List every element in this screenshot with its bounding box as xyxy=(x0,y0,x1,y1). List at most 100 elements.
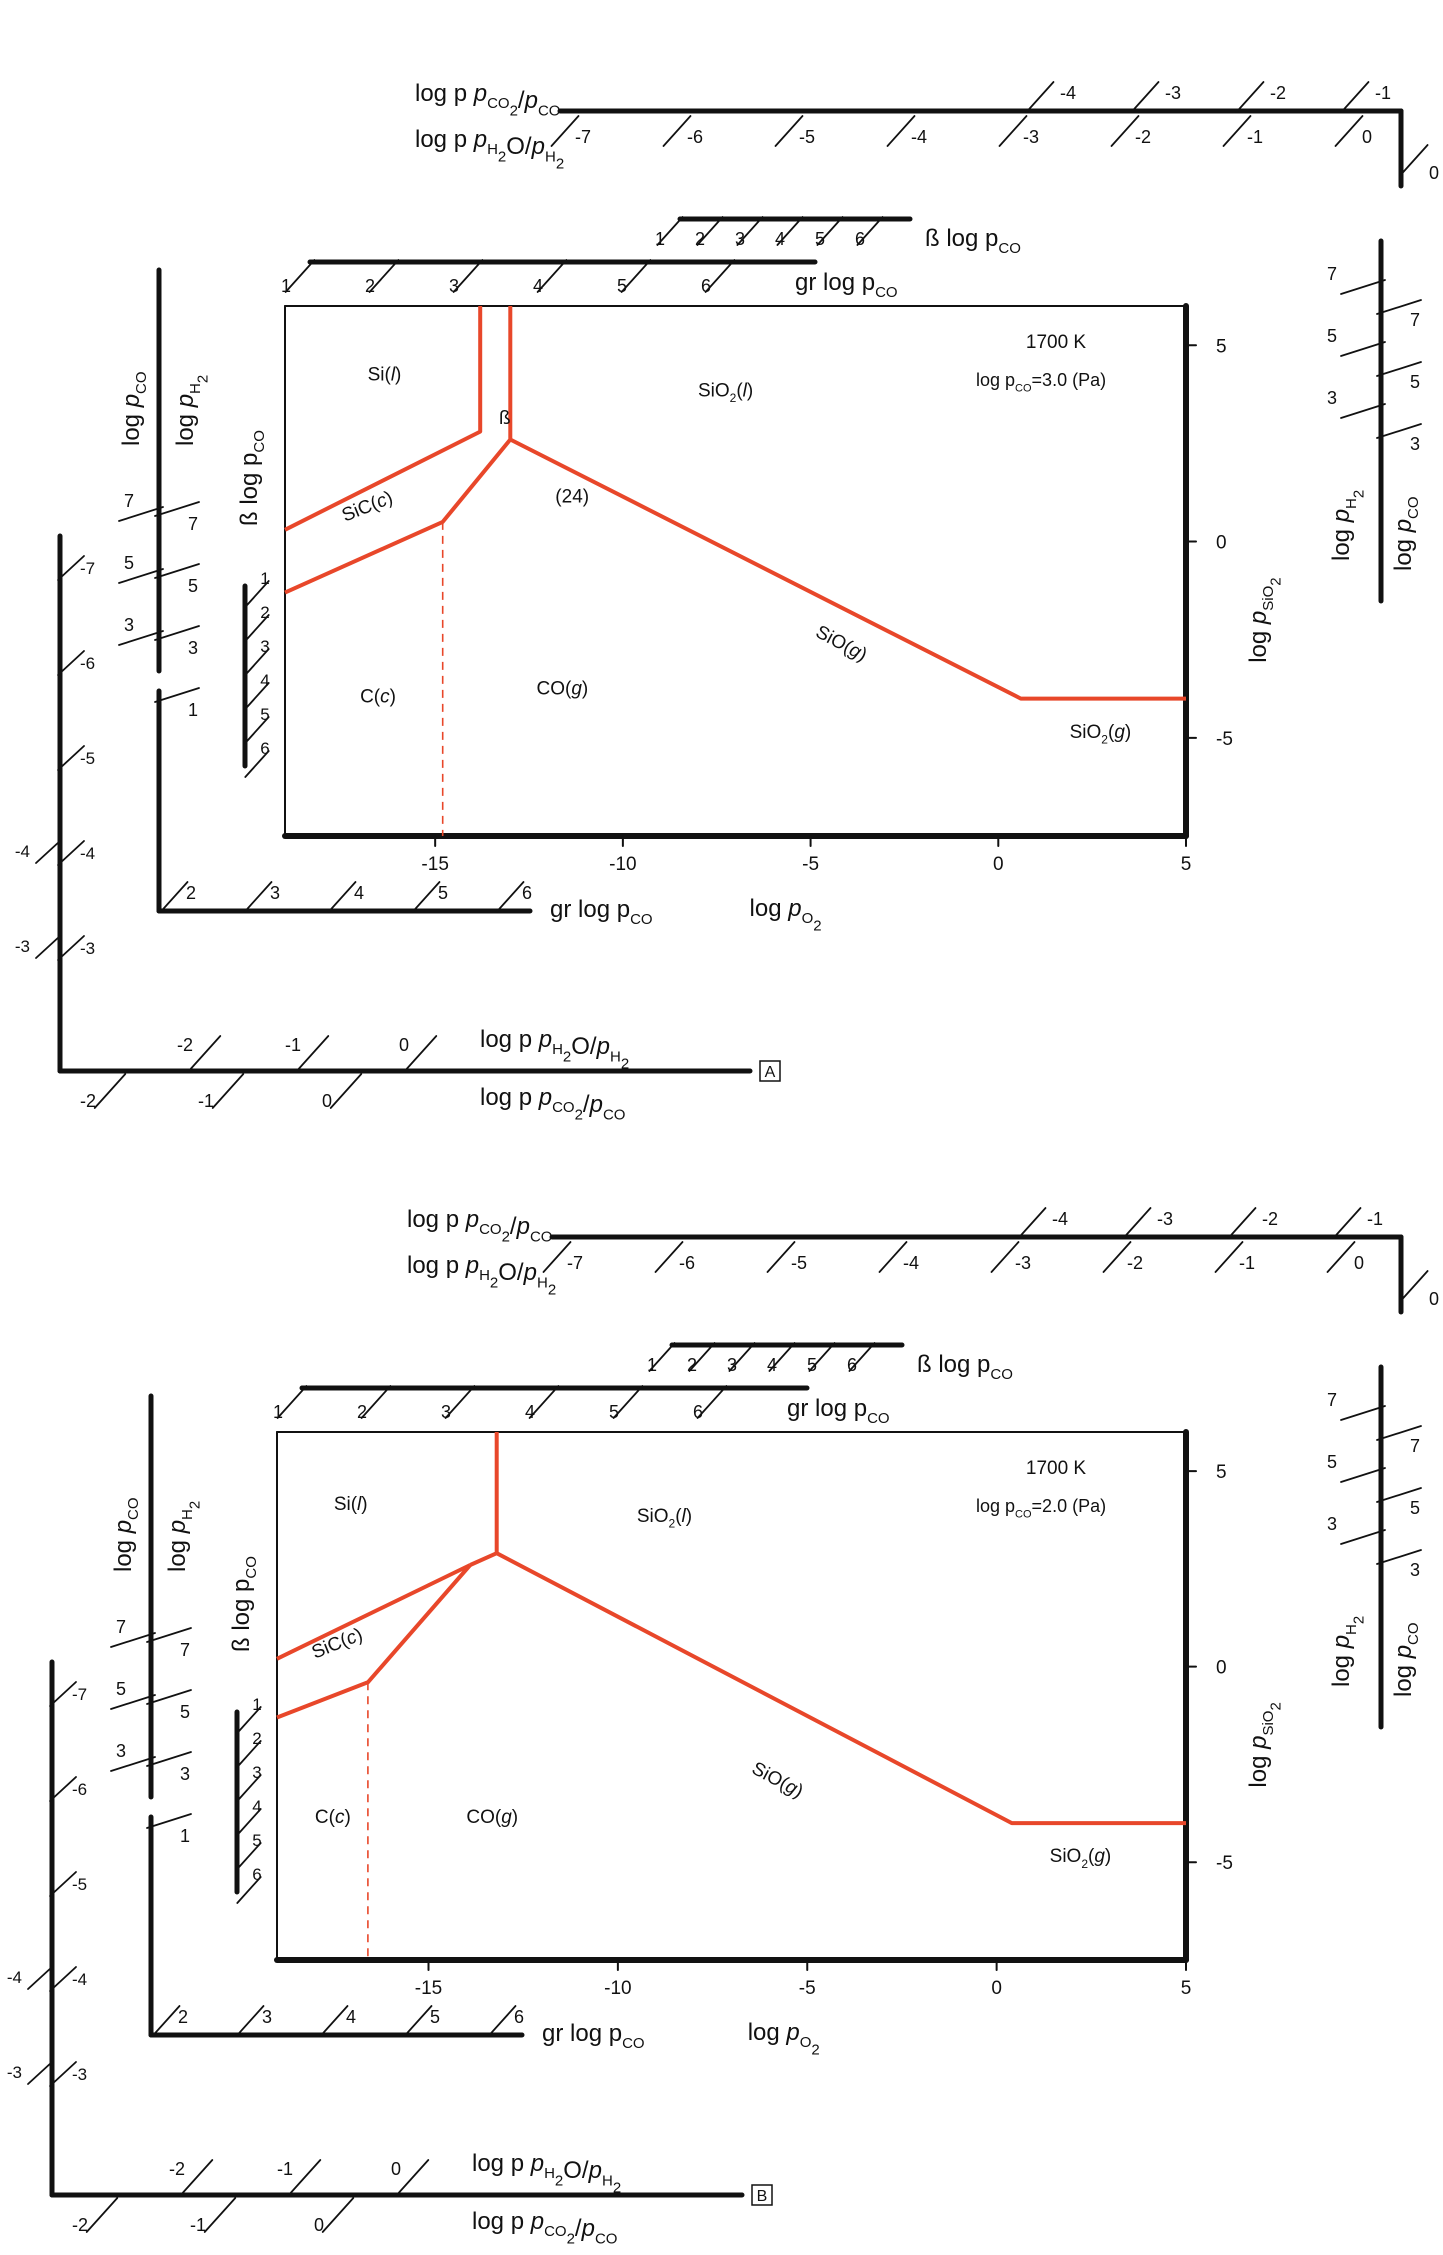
phase-label-sio2l: SiO2(l) xyxy=(637,1506,692,1531)
bottom-gr-tick xyxy=(151,2005,181,2037)
gr-top-axis-label-part: gr log p xyxy=(795,269,875,296)
phase-label-sio2g-part: ( xyxy=(1108,722,1115,743)
left-beta-tick xyxy=(244,750,270,778)
bottom-h2o-h2-label-part: log p xyxy=(472,2150,531,2177)
left-beta-tick-label: 3 xyxy=(260,637,269,656)
x-axis-title-part: O xyxy=(800,2034,812,2051)
gr-top-tick-label: 3 xyxy=(441,1402,451,1422)
right-ph2-label-part: p xyxy=(1328,509,1355,523)
right-tick-b xyxy=(1376,1487,1422,1503)
phase-label-si-part: ) xyxy=(395,365,401,386)
left-co-tick xyxy=(110,1756,156,1772)
left-h2-tick-label: 7 xyxy=(188,514,198,534)
right-tick-a-label: 5 xyxy=(1327,1452,1337,1472)
phase-label-cc-part: ) xyxy=(390,687,396,708)
left-beta-tick xyxy=(244,648,270,676)
top-h2o-tick-label: -6 xyxy=(687,127,703,147)
phase-label-sio2l-part: ) xyxy=(686,1506,692,1527)
beta-top-tick xyxy=(776,216,804,246)
boundary-sic-cog xyxy=(276,1563,472,1720)
beta-top-tick-label: 1 xyxy=(655,229,665,249)
right-tick-b xyxy=(1376,423,1422,439)
top-h2o-tick-label: -2 xyxy=(1127,1253,1143,1273)
x-tick-label: -5 xyxy=(802,854,819,875)
right-tick-b xyxy=(1376,361,1422,377)
bottom-co2-co-label-part: log p xyxy=(472,2208,531,2235)
panel-letter: B xyxy=(757,2188,768,2205)
gr-top-tick xyxy=(536,259,568,293)
top-h2o-h2-label-part: p xyxy=(531,133,545,160)
bottom-gr-tick xyxy=(243,881,273,913)
top-h2o-h2-label-part: log p xyxy=(407,1252,466,1279)
bottom-h2o-tick-label: -1 xyxy=(277,2159,293,2179)
top-co2-co-label-part: / xyxy=(510,1213,517,1240)
beta-top-tick-label: 6 xyxy=(855,229,865,249)
phase-label-sio: SiO(g) xyxy=(812,622,870,666)
bottom-co2-co-label-part: p xyxy=(538,1084,552,1111)
beta-top-axis-label: ß log pCO xyxy=(917,1351,1013,1383)
x-axis-title: log pO2 xyxy=(748,2019,820,2058)
bottom-h2o-h2-label-part: O/ xyxy=(571,1033,597,1060)
top-h2o-tick xyxy=(662,115,692,147)
bottom-h2o-tick-label: -2 xyxy=(177,1035,193,1055)
beta-top-axis-label: ß log pCO xyxy=(925,225,1021,257)
left-beta-tick-label: 2 xyxy=(260,603,269,622)
top-h2o-h2-label-part: O/ xyxy=(498,1259,524,1286)
bottom-gr-tick xyxy=(235,2005,265,2037)
far-left-tick-label: -6 xyxy=(80,654,95,673)
left-h2-tick xyxy=(154,563,200,579)
beta-top-tick-label: 2 xyxy=(687,1355,697,1375)
top-co2-co-label-part: p xyxy=(516,1213,530,1240)
bottom-gr-tick-label: 2 xyxy=(178,2007,188,2027)
left-pco-label: log pCO xyxy=(118,371,150,446)
phase-label-beta: ß xyxy=(499,408,511,429)
far-left-outer-tick-label: -4 xyxy=(7,1968,22,1987)
far-left-outer-tick xyxy=(27,1966,53,1990)
phase-label-sio2l-part: SiO xyxy=(637,1506,669,1527)
far-left-tick xyxy=(49,2061,77,2087)
top-h2o-tick xyxy=(878,1241,908,1273)
phase-label-cc: C(c) xyxy=(360,687,396,708)
right-tick-a xyxy=(1340,1467,1386,1483)
left-h2-tick xyxy=(146,1751,192,1767)
right-pco-label-part: CO xyxy=(1405,1622,1422,1645)
left-beta-tick xyxy=(236,1706,262,1734)
y-axis-title-part: SiO xyxy=(1260,586,1277,611)
phase-label-cog-part: g xyxy=(571,679,582,700)
top-h2o-tick-label: -6 xyxy=(679,1253,695,1273)
phase-label-sio2g-part: ( xyxy=(1088,1846,1095,1867)
top-co2-co-label-part: p xyxy=(473,80,487,107)
right-tick-b xyxy=(1376,1425,1422,1441)
left-h2-tick-label: 5 xyxy=(180,1702,190,1722)
right-pco-label-part: CO xyxy=(1405,496,1422,519)
bottom-h2o-tick xyxy=(180,2159,214,2195)
bottom-co2-co-label-part: p xyxy=(530,2208,544,2235)
boundary-sio-sio2 xyxy=(495,1551,1186,1826)
bottom-h2o-h2-label: log p pH2O/pH2 xyxy=(472,2150,621,2197)
bottom-gr-tick-label: 5 xyxy=(430,2007,440,2027)
phase-label-cog-part: ) xyxy=(512,1807,518,1828)
phase-label-sio2l-part: l xyxy=(682,1506,687,1527)
beta-top-tick-label: 3 xyxy=(735,229,745,249)
bottom-gr-tick-label: 3 xyxy=(262,2007,272,2027)
gr-top-tick xyxy=(360,1385,392,1419)
panel-letter: A xyxy=(765,1064,776,1081)
left-beta-tick-label: 5 xyxy=(252,1831,261,1850)
beta-top-axis-label-part: CO xyxy=(990,1366,1013,1383)
gr-top-tick xyxy=(620,259,652,293)
left-beta-tick-label: 4 xyxy=(260,671,269,690)
far-left-outer-tick xyxy=(27,2061,53,2085)
far-left-tick-label: -4 xyxy=(72,1970,87,1989)
beta-top-axis-label-part: ß log p xyxy=(917,1351,990,1378)
y-axis-title-part: p xyxy=(1245,1736,1272,1750)
right-pco-label-part: log xyxy=(1390,532,1417,571)
boundary-sio-sio2 xyxy=(509,437,1186,701)
top-h2o-tick xyxy=(1222,115,1252,147)
x-axis-title-part: p xyxy=(785,2019,799,2046)
top-co2-co-label-part: 2 xyxy=(510,102,518,119)
bottom-h2o-tick-label: 0 xyxy=(391,2159,401,2179)
phase-label-sio2l-part: 2 xyxy=(669,1517,676,1531)
gr-top-axis-label: gr log pCO xyxy=(795,269,898,301)
right-tick-a-label: 3 xyxy=(1327,1514,1337,1534)
